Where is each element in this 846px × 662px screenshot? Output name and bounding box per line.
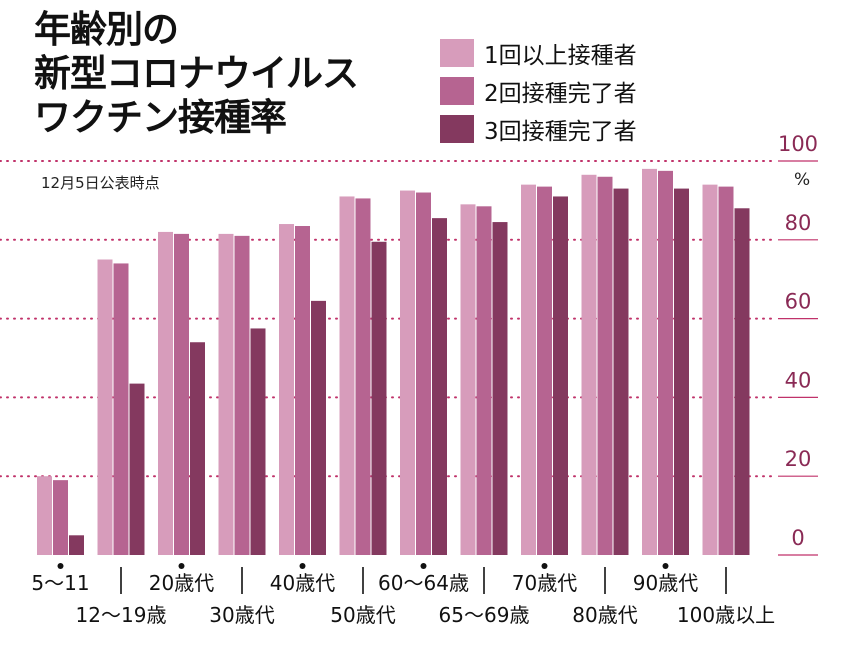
bar-2-2 [113,263,129,555]
bar-2-11 [658,170,673,555]
title-line-1: 年齢別の [34,8,179,51]
y-tick-label-0: 0 [791,526,804,550]
legend-swatch-3 [440,115,474,143]
bar-3-6 [371,241,387,555]
legend-item-3: 3回接種完了者 [440,110,637,148]
y-tick-label-20: 20 [785,447,812,471]
x-tick-label-8: 65～69歳 [439,603,530,627]
bar-1-12 [702,184,718,555]
bar-2-6 [355,198,371,555]
y-tick-label-100: 100 [778,132,818,156]
bar-1-6 [339,196,355,555]
x-tick-label-12: 100歳以上 [677,603,775,627]
x-tick-label-10: 80歳代 [572,603,637,627]
bar-1-10 [581,174,597,556]
bar-2-8 [476,206,492,555]
x-tick-label-5: 40歳代 [270,571,335,595]
bar-3-7 [432,218,447,555]
legend-swatch-2 [440,77,474,105]
y-tick-label-40: 40 [785,368,812,392]
bar-1-4 [218,233,234,555]
bar-3-5 [311,300,326,555]
bar-1-5 [279,224,294,556]
x-tick-label-9: 70歳代 [512,571,577,595]
legend-item-2: 2回接種完了者 [440,72,637,110]
y-tick-label-80: 80 [785,211,812,235]
bar-1-3 [158,231,173,556]
legend-item-1: 1回以上接種者 [440,34,637,72]
x-tick-label-11: 90歳代 [633,571,698,595]
bar-3-9 [553,196,568,555]
x-tick-label-1: 5～11 [31,571,89,595]
category-marker-9 [541,563,548,569]
bar-1-7 [400,190,415,556]
bar-1-1 [37,476,52,555]
title-line-3: ワクチン接種率 [34,96,287,139]
bar-1-9 [521,184,536,555]
y-axis-unit: % [794,170,811,190]
bar-2-7 [416,192,431,555]
legend-label-2: 2回接種完了者 [484,81,637,107]
bar-3-2 [129,383,145,555]
bar-2-10 [597,176,613,555]
y-tick-label-60: 60 [785,290,812,314]
bar-2-3 [174,233,189,555]
bar-2-9 [537,186,552,556]
publication-note: 12月5日公表時点 [41,174,160,192]
bar-1-11 [642,168,657,555]
legend-label-3: 3回接種完了者 [484,119,637,145]
bar-2-5 [295,226,310,555]
bar-2-4 [234,235,250,556]
bar-3-3 [190,342,205,555]
category-marker-11 [662,563,669,569]
chart-title: 年齢別の 新型コロナウイルス ワクチン接種率 [34,8,359,140]
legend-swatch-1 [440,39,474,67]
legend: 1回以上接種者 2回接種完了者 3回接種完了者 [440,34,637,148]
category-marker-3 [178,563,185,569]
x-tick-label-6: 50歳代 [330,603,395,627]
bar-3-4 [250,328,266,555]
bar-3-1 [69,535,84,555]
x-tick-label-7: 60～64歳 [378,571,469,595]
x-tick-label-3: 20歳代 [149,571,214,595]
bar-2-1 [53,480,68,555]
bar-3-12 [734,208,750,555]
category-marker-5 [299,563,306,569]
category-marker-7 [420,563,427,569]
bar-3-10 [613,188,629,555]
category-marker-1 [57,563,64,569]
legend-label-1: 1回以上接種者 [484,43,637,69]
title-line-2: 新型コロナウイルス [34,52,359,95]
bar-1-2 [97,259,113,555]
x-tick-label-2: 12～19歳 [76,603,167,627]
bar-3-8 [492,222,508,555]
x-tick-label-4: 30歳代 [209,603,274,627]
bar-1-8 [460,204,476,555]
bar-2-12 [718,186,734,556]
bar-3-11 [674,188,689,555]
